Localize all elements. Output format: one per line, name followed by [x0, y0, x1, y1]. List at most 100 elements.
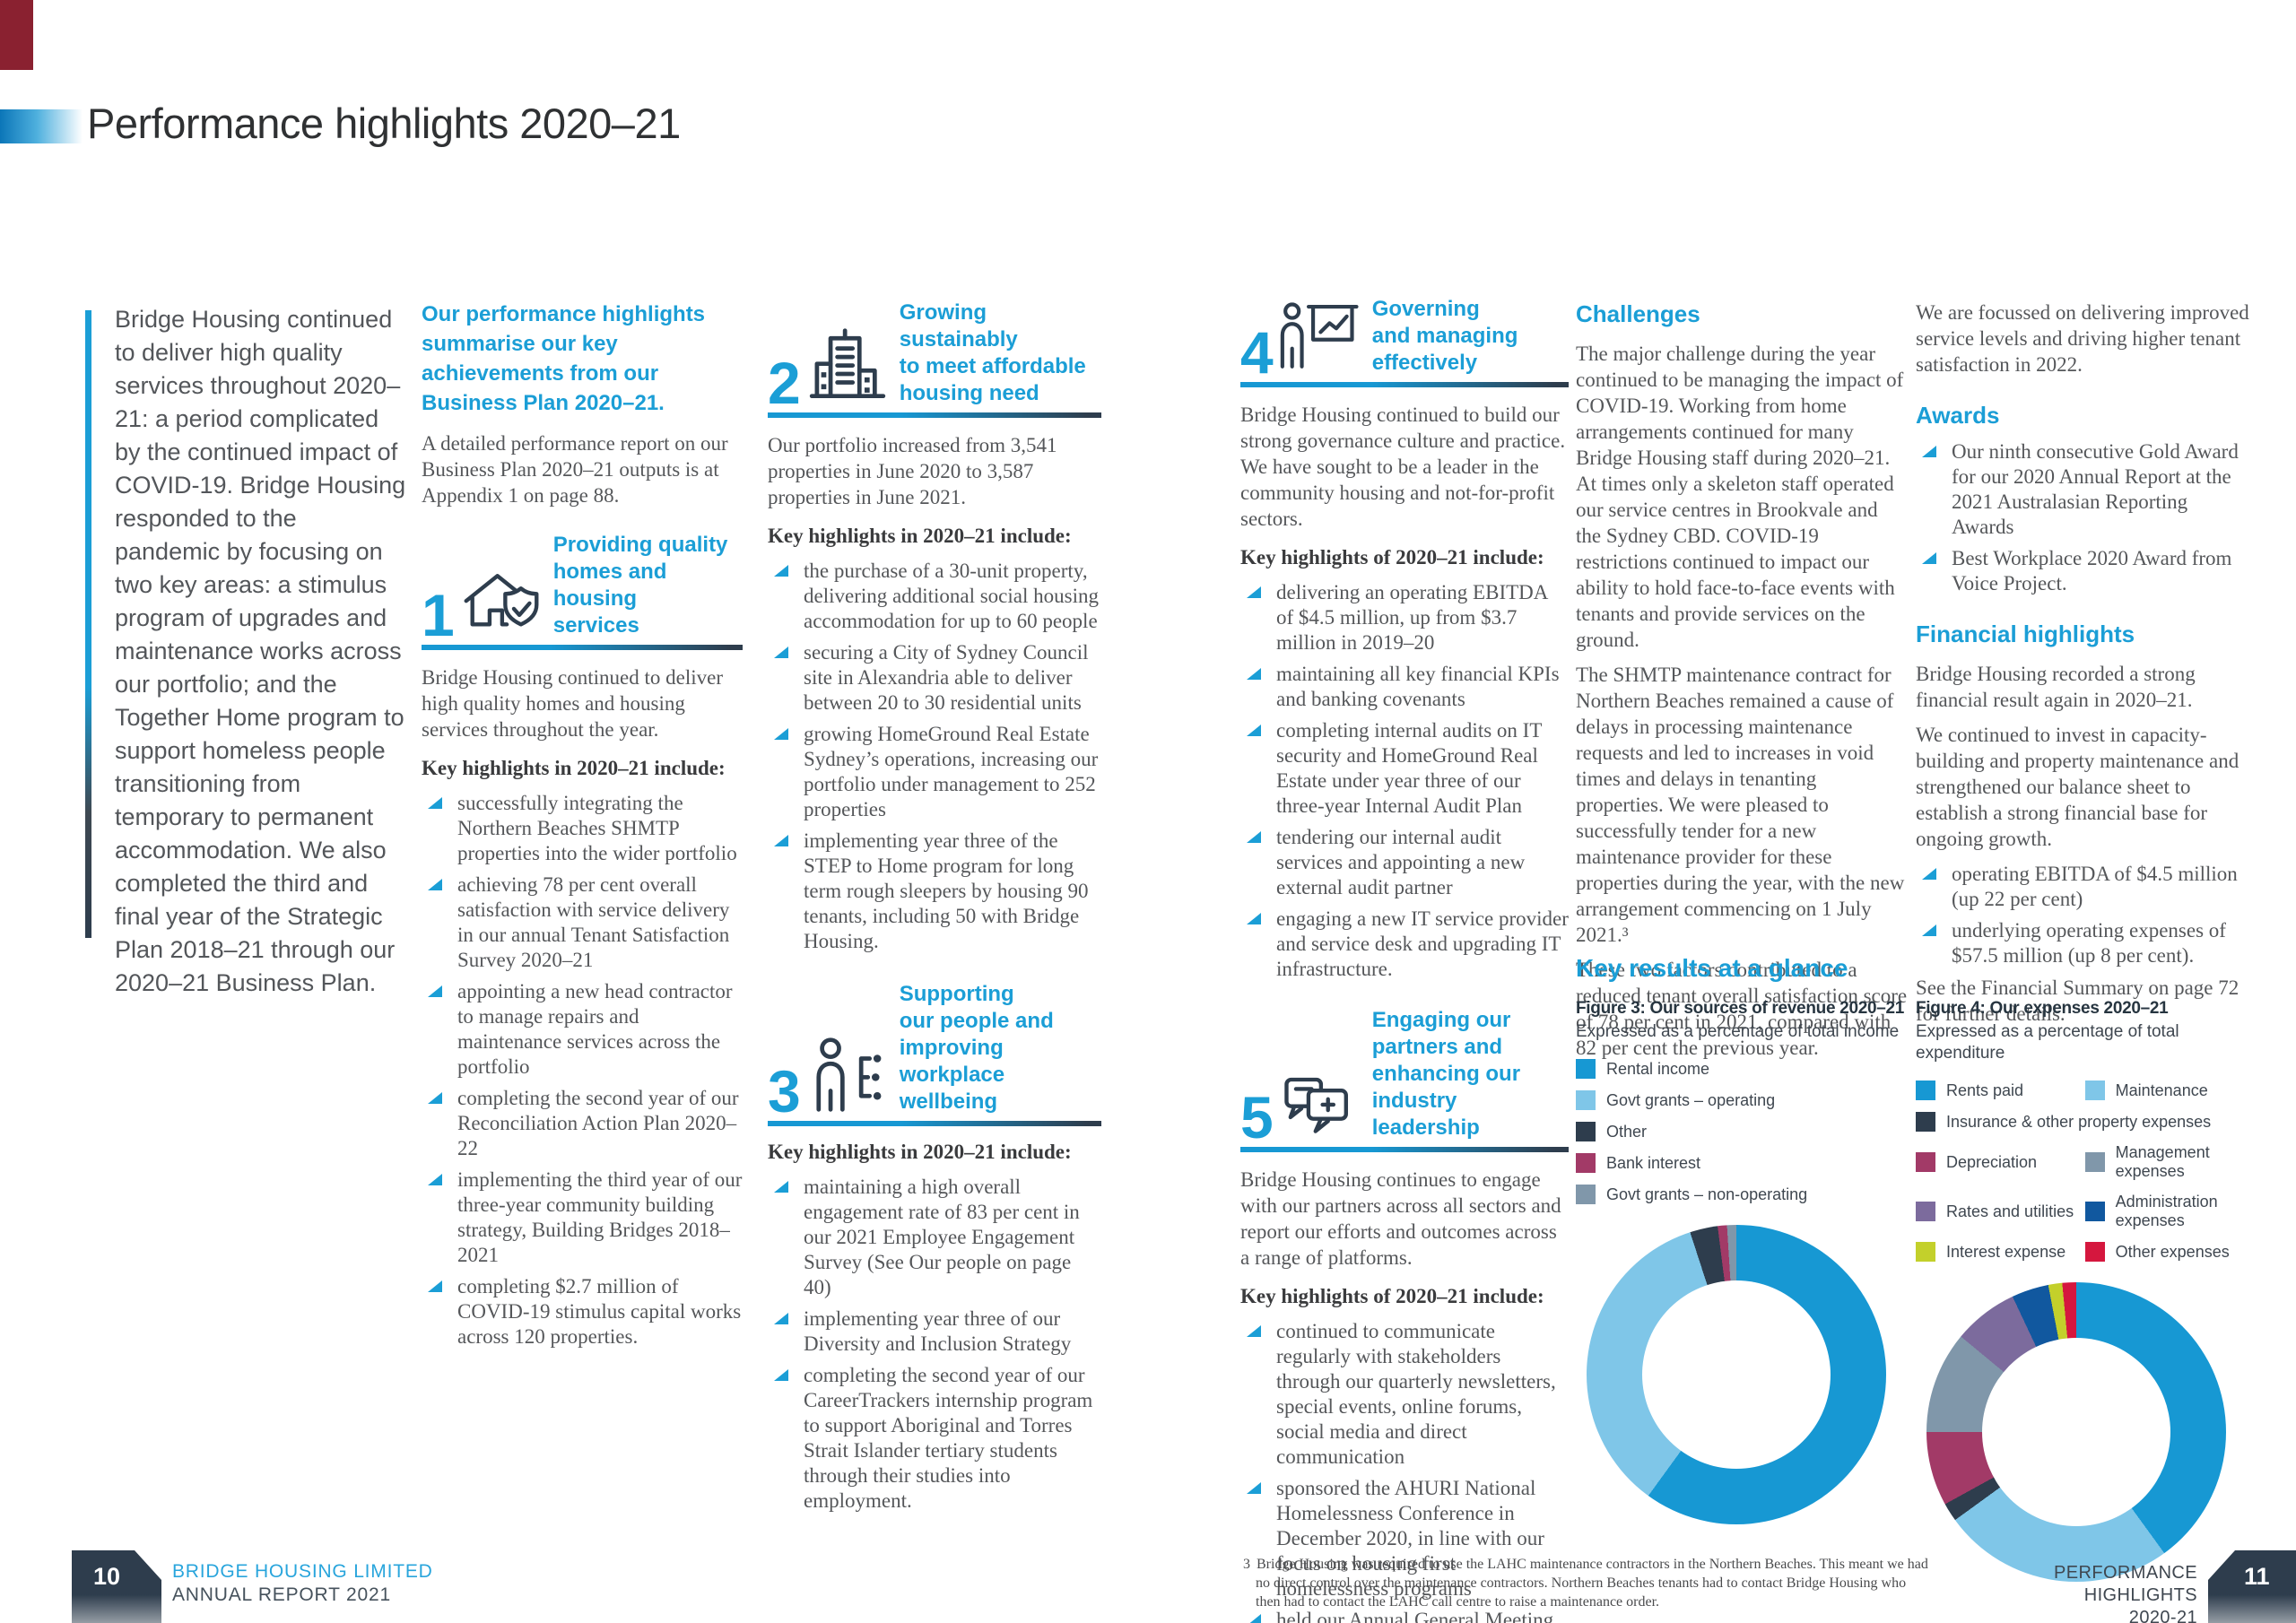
list-item: sponsored the AHURI National Homelessnes…	[1240, 1476, 1569, 1601]
legend-item: Rates and utilities	[1916, 1193, 2085, 1230]
section-2-lead: Our portfolio increased from 3,541 prope…	[768, 434, 1057, 508]
column-2: Our performance highlights summarise our…	[422, 299, 743, 1356]
figure-4-title: Figure 4: Our expenses 2020–21	[1916, 999, 2169, 1018]
key-results-heading: Key results at a glance	[1576, 954, 1848, 982]
list-item: completing $2.7 million of COVID-19 stim…	[422, 1274, 743, 1350]
legend-item: Management expenses	[2084, 1143, 2255, 1181]
column-3: 2 Growing sustainably to meet affordable…	[768, 299, 1101, 1520]
bullet-triangle-icon	[774, 647, 788, 658]
bullet-triangle-icon	[1247, 586, 1261, 598]
figure-3-revenue: Figure 3: Our sources of revenue 2020–21…	[1576, 997, 1921, 1524]
legend-swatch	[1576, 1059, 1596, 1079]
figure-3-title: Figure 3: Our sources of revenue 2020–21	[1576, 999, 1905, 1018]
footer-brand-name: BRIDGE HOUSING LIMITED	[172, 1561, 433, 1582]
figure-3-legend: Rental income Govt grants – operating Othe…	[1576, 1059, 1921, 1216]
list-item: underlying operating expenses of $57.5 m…	[1916, 918, 2251, 968]
section-1-bullets: successfully integrating the Northern Be…	[422, 791, 743, 1350]
section-5-rule	[1240, 1147, 1569, 1152]
awards-heading: Awards	[1916, 402, 2000, 429]
legend-item: Other	[1576, 1122, 1921, 1141]
bullet-triangle-icon	[1922, 446, 1936, 457]
list-item: maintaining a high overall engagement ra…	[768, 1175, 1101, 1300]
bullet-triangle-icon	[428, 797, 442, 809]
bullet-triangle-icon	[1247, 831, 1261, 843]
legend-swatch	[1576, 1122, 1596, 1141]
list-item: delivering an operating EBITDA of $4.5 m…	[1240, 580, 1569, 655]
legend-swatch	[2084, 1242, 2105, 1262]
list-item: securing a City of Sydney Council site i…	[768, 640, 1101, 716]
bullet-triangle-icon	[774, 565, 788, 577]
section-4-title: Governing and managing effectively	[1371, 297, 1518, 375]
legend-item: Insurance & other property expenses	[1916, 1112, 2261, 1132]
section-3-number: 3	[768, 1057, 801, 1124]
footnote: 3 Bridge Housing was required to use the …	[1243, 1555, 1934, 1611]
section-4-bullets: delivering an operating EBITDA of $4.5 m…	[1240, 580, 1569, 982]
bullet-triangle-icon	[774, 835, 788, 846]
section-2-bullets: the purchase of a 30-unit property, deli…	[768, 559, 1101, 954]
awards-bullets: Our ninth consecutive Gold Award for our…	[1916, 439, 2251, 596]
section-5-number: 5	[1240, 1083, 1274, 1150]
legend-swatch	[2084, 1152, 2105, 1172]
legend-item: Administration expenses	[2084, 1193, 2255, 1230]
page-number-badge-left: 10	[72, 1550, 161, 1623]
bullet-triangle-icon	[428, 1280, 442, 1292]
financial-paragraph-1: Bridge Housing recorded a strong financi…	[1916, 663, 2196, 711]
section-4-rule	[1240, 382, 1569, 387]
list-item: implementing year three of our Diversity…	[768, 1306, 1101, 1357]
intro-accent-bar	[85, 310, 91, 938]
legend-swatch	[1916, 1152, 1935, 1172]
bullet-triangle-icon	[774, 1369, 788, 1381]
section-1-rule	[422, 645, 743, 650]
column-6: We are focussed on delivering improved s…	[1916, 299, 2251, 1027]
list-item: held our Annual General Meeting in Novem…	[1240, 1608, 1569, 1623]
person-network-icon	[804, 1035, 891, 1115]
bullet-triangle-icon	[774, 1313, 788, 1324]
section-2-header: 2 Growing sustainably to meet affordable…	[768, 299, 1101, 416]
section-1-highlights-label: Key highlights in 2020–21 include:	[422, 757, 726, 779]
intro-paragraph: Bridge Housing continued to deliver high…	[115, 306, 406, 996]
list-item: completing internal audits on IT securit…	[1240, 718, 1569, 819]
list-item: implementing year three of the STEP to H…	[768, 829, 1101, 954]
challenges-paragraph-2: The SHMTP maintenance contract for North…	[1576, 664, 1905, 946]
bullet-triangle-icon	[1922, 868, 1936, 880]
intro-column: Bridge Housing continued to deliver high…	[85, 303, 410, 1000]
list-item: growing HomeGround Real Estate Sydney’s …	[768, 722, 1101, 822]
bullet-triangle-icon	[1247, 725, 1261, 736]
section-2-number: 2	[768, 349, 801, 416]
list-item: maintaining all key financial KPIs and b…	[1240, 662, 1569, 712]
challenges-paragraph-3: These two factors contributed to a reduc…	[1576, 959, 1908, 1059]
legend-item: Rents paid	[1916, 1081, 2085, 1100]
footer-section-line2: 2020-21	[2128, 1608, 2197, 1623]
list-item: implementing the third year of our three…	[422, 1167, 743, 1268]
figure-4-subtitle: Expressed as a percentage of total expen…	[1916, 1022, 2179, 1063]
section-3-header: 3 Supporting our people and improving wo…	[768, 981, 1101, 1124]
list-item: completing the second year of our Reconc…	[422, 1086, 743, 1161]
figure-4-expenses: Figure 4: Our expenses 2020–21 Expressed…	[1916, 997, 2261, 1582]
legend-swatch	[1916, 1242, 1935, 1262]
bullet-triangle-icon	[1247, 1325, 1261, 1337]
footer-section-line1: PERFORMANCE HIGHLIGHTS	[2054, 1563, 2197, 1605]
section-5-highlights-label: Key highlights of 2020–21 include:	[1240, 1285, 1544, 1307]
speech-bubbles-icon	[1277, 1061, 1363, 1141]
section-2-rule	[768, 412, 1101, 418]
legend-swatch	[1916, 1081, 1935, 1100]
appendix-note: A detailed performance report on our Bus…	[422, 432, 728, 507]
list-item: achieving 78 per cent overall satisfacti…	[422, 872, 743, 973]
section-1-lead: Bridge Housing continued to deliver high…	[422, 666, 723, 741]
list-item: Our ninth consecutive Gold Award for our…	[1916, 439, 2251, 540]
list-item: tendering our internal audit services an…	[1240, 825, 1569, 900]
legend-swatch	[1576, 1090, 1596, 1110]
bullet-triangle-icon	[428, 879, 442, 890]
list-item: appointing a new head contractor to mana…	[422, 979, 743, 1080]
corner-red-mark	[0, 0, 33, 70]
column-5: Challenges The major challenge during th…	[1576, 299, 1908, 1061]
legend-item: Rental income	[1576, 1059, 1921, 1079]
legend-swatch	[2084, 1081, 2105, 1100]
section-4-number: 4	[1240, 318, 1274, 386]
section-1-number: 1	[422, 581, 455, 648]
bullet-triangle-icon	[428, 985, 442, 997]
bullet-triangle-icon	[1247, 913, 1261, 924]
section-2-highlights-label: Key highlights in 2020–21 include:	[768, 525, 1072, 547]
financial-highlights-heading: Financial highlights	[1916, 621, 2135, 647]
